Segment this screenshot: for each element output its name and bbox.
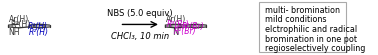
- Text: R³(Br): R³(Br): [167, 20, 190, 29]
- Text: elctrophilic and radical: elctrophilic and radical: [265, 25, 357, 34]
- Text: NBS (5.0 equiv): NBS (5.0 equiv): [107, 9, 173, 18]
- Text: R²(H): R²(H): [29, 28, 49, 37]
- Text: bromination in one pot: bromination in one pot: [265, 35, 357, 44]
- Text: Ar(H): Ar(H): [166, 15, 186, 24]
- Text: R¹(Br): R¹(Br): [182, 22, 204, 31]
- Text: Ar(H): Ar(H): [9, 15, 29, 24]
- Text: R³(H): R³(H): [10, 20, 31, 29]
- Text: CHCl₃, 10 min: CHCl₃, 10 min: [111, 32, 169, 41]
- Text: multi- bromination: multi- bromination: [265, 6, 340, 15]
- Text: regioselectively coupling: regioselectively coupling: [265, 44, 365, 53]
- Text: N: N: [172, 28, 179, 37]
- Text: NH: NH: [8, 28, 20, 37]
- FancyBboxPatch shape: [259, 2, 346, 52]
- Text: R¹(H): R¹(H): [28, 22, 48, 31]
- Text: mild conditions: mild conditions: [265, 15, 327, 24]
- Text: R²(Br): R²(Br): [173, 27, 196, 36]
